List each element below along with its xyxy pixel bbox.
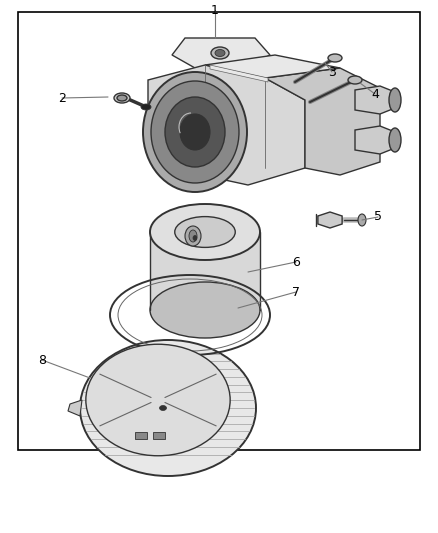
Bar — [18, 12, 420, 450]
Ellipse shape — [348, 76, 362, 84]
Ellipse shape — [86, 344, 230, 456]
Ellipse shape — [117, 95, 127, 101]
Bar — [135, 432, 147, 439]
Text: 1: 1 — [211, 4, 219, 17]
Text: 4: 4 — [371, 87, 379, 101]
Ellipse shape — [358, 214, 366, 226]
Ellipse shape — [211, 47, 229, 59]
Ellipse shape — [215, 50, 225, 56]
Ellipse shape — [141, 104, 151, 110]
Polygon shape — [355, 126, 395, 154]
Ellipse shape — [150, 282, 260, 338]
Polygon shape — [265, 68, 380, 175]
Ellipse shape — [175, 216, 235, 247]
Polygon shape — [210, 65, 268, 82]
Polygon shape — [68, 400, 82, 416]
Ellipse shape — [143, 72, 247, 192]
Ellipse shape — [180, 114, 210, 150]
Text: 3: 3 — [328, 66, 336, 78]
Ellipse shape — [328, 54, 342, 62]
Ellipse shape — [114, 93, 130, 103]
Polygon shape — [355, 86, 395, 114]
Ellipse shape — [193, 236, 197, 240]
Ellipse shape — [159, 406, 166, 410]
Polygon shape — [172, 38, 270, 68]
Ellipse shape — [189, 230, 197, 242]
Ellipse shape — [150, 204, 260, 260]
Polygon shape — [318, 212, 342, 228]
Text: 8: 8 — [38, 353, 46, 367]
Ellipse shape — [165, 97, 225, 167]
Polygon shape — [150, 232, 260, 310]
Polygon shape — [148, 65, 305, 185]
Text: 7: 7 — [292, 286, 300, 298]
Text: 2: 2 — [58, 92, 66, 104]
Bar — [153, 432, 165, 439]
Ellipse shape — [389, 128, 401, 152]
Ellipse shape — [185, 226, 201, 246]
Ellipse shape — [151, 81, 239, 183]
Ellipse shape — [389, 88, 401, 112]
Text: 6: 6 — [292, 255, 300, 269]
Text: 5: 5 — [374, 211, 382, 223]
Ellipse shape — [80, 340, 256, 476]
Polygon shape — [205, 55, 340, 78]
